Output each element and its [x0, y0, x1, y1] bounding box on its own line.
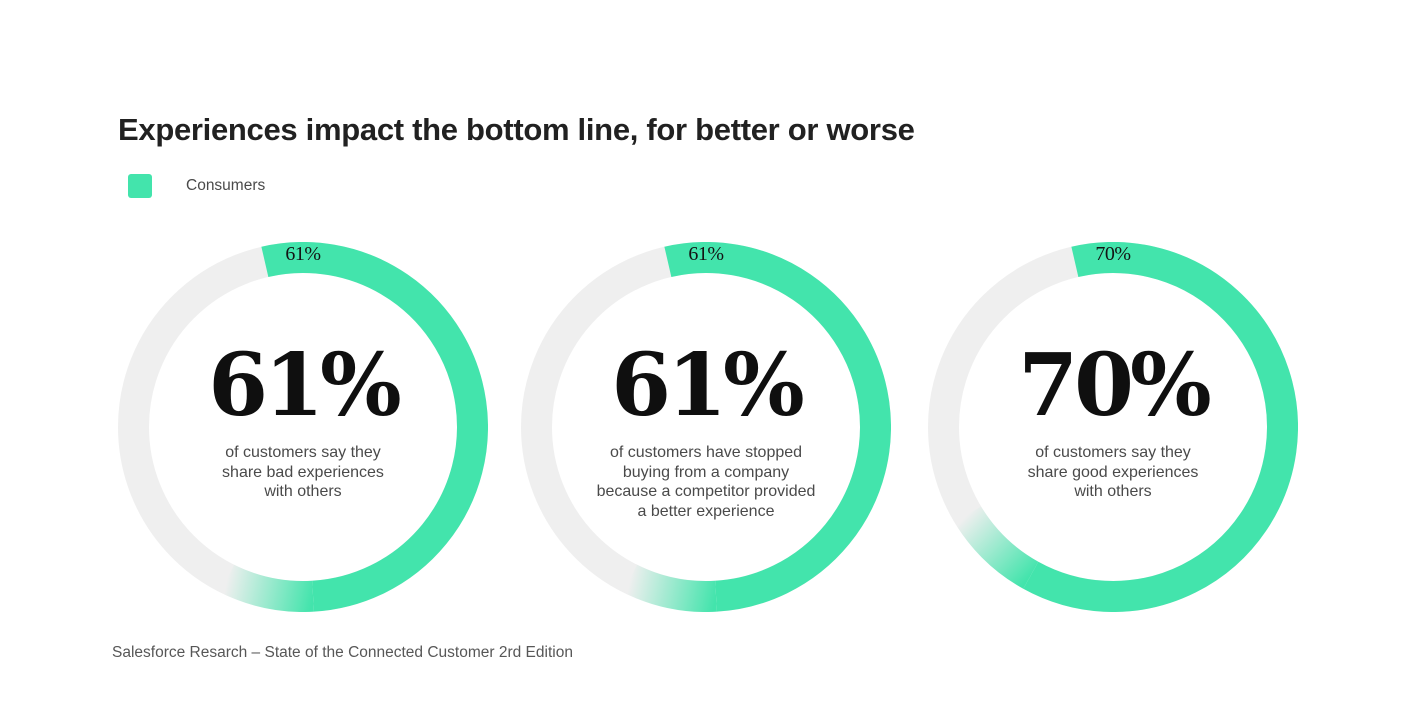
donut-chart-good-experiences: 70% 70% of customers say they share good… [928, 242, 1298, 612]
donut-arc-label: 61% [688, 243, 724, 265]
donut-center-value: 61% [208, 335, 401, 436]
donut-center-value: 61% [611, 335, 804, 436]
donut-description: of customers say they share bad experien… [222, 444, 384, 500]
legend: Consumers [128, 174, 265, 198]
chart-title: Experiences impact the bottom line, for … [118, 112, 915, 147]
donut-ring [118, 242, 488, 612]
source-caption: Salesforce Resarch – State of the Connec… [112, 644, 573, 661]
donut-arc-label: 61% [285, 243, 321, 265]
legend-swatch-consumers [128, 174, 152, 198]
donut-center-value: 70% [1018, 335, 1211, 436]
donut-chart-stopped-buying: 61% 61% of customers have stopped buying… [521, 242, 891, 612]
legend-label-consumers: Consumers [186, 177, 266, 194]
donut-center: 61% of customers say they share bad expe… [152, 242, 454, 502]
donut-description: of customers say they share good experie… [1027, 444, 1199, 500]
donut-center: 70% of customers say they share good exp… [962, 242, 1264, 502]
donut-chart-bad-experiences: 61% 61% of customers say they share bad … [118, 242, 488, 612]
donut-ring [928, 242, 1298, 612]
donut-ring [521, 242, 891, 612]
donut-description: of customers have stopped buying from a … [596, 444, 816, 520]
donut-arc-label: 70% [1095, 243, 1131, 265]
donut-center: 61% of customers have stopped buying fro… [555, 242, 857, 521]
